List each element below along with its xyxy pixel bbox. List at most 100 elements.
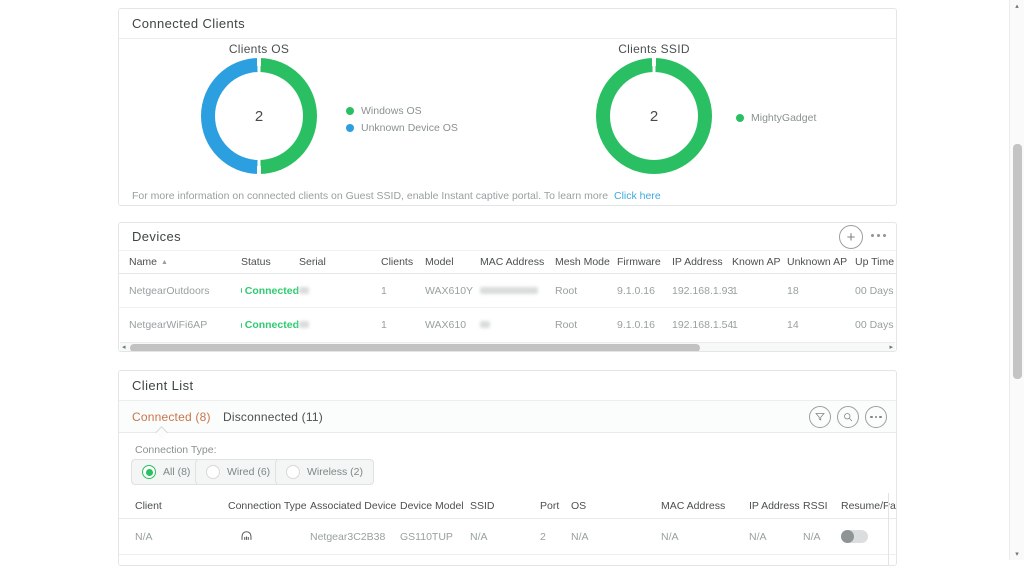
scroll-down-icon[interactable]: ▾ <box>1015 551 1019 558</box>
radio-icon <box>286 465 300 479</box>
status-dot-icon <box>241 288 242 293</box>
legend-item: Windows OS <box>346 105 458 117</box>
more-options-button[interactable] <box>865 406 887 428</box>
device-mesh-mode: Root <box>555 319 578 331</box>
col-os[interactable]: OS <box>571 499 587 512</box>
clients-ssid-chart-title: Clients SSID <box>618 42 690 56</box>
device-row[interactable]: NetgearWiFi6AP Connected 1 WAX610 Root 9… <box>119 308 896 342</box>
clients-os-count: 2 <box>254 107 264 125</box>
device-mac <box>480 285 555 297</box>
table-right-divider <box>888 493 889 565</box>
device-unknown-ap: 18 <box>787 284 799 297</box>
toggle-knob <box>841 530 854 543</box>
device-serial <box>299 285 381 297</box>
note-text: For more information on connected client… <box>132 190 609 202</box>
tab-connected[interactable]: Connected (8) <box>132 410 211 424</box>
click-here-link[interactable]: Click here <box>613 190 661 202</box>
filter-wireless[interactable]: Wireless (2) <box>275 459 375 485</box>
device-firmware: 9.1.0.16 <box>617 284 655 297</box>
devices-more-menu-icon[interactable] <box>871 234 886 237</box>
col-up-time[interactable]: Up Time <box>855 256 895 268</box>
status-dot-icon <box>241 322 242 328</box>
radio-icon <box>206 465 220 479</box>
device-up-time: 00 Days 23 <box>855 319 896 331</box>
filter-all[interactable]: All (8) <box>131 459 202 485</box>
panel-title: Connected Clients <box>132 16 246 31</box>
col-mac[interactable]: MAC Address <box>480 256 545 268</box>
clients-ssid-donut-chart: 2 <box>596 58 712 174</box>
search-button[interactable] <box>837 406 859 428</box>
wired-connection-icon <box>228 529 310 544</box>
connected-clients-header: Connected Clients <box>119 9 896 39</box>
filter-label: Wired (6) <box>227 466 271 478</box>
connected-clients-panel: Connected Clients Clients OS 2 Windows O… <box>118 8 897 206</box>
col-client[interactable]: Client <box>135 499 162 512</box>
resume-pause-toggle[interactable] <box>841 530 868 543</box>
page-vertical-scrollbar[interactable]: ▴ ▾ <box>1009 0 1024 560</box>
filter-label: Wireless (2) <box>307 466 364 478</box>
col-known-ap[interactable]: Known AP <box>732 256 781 268</box>
filter-wired[interactable]: Wired (6) <box>195 459 282 485</box>
client-name: N/A <box>135 530 153 543</box>
filter-button[interactable] <box>809 406 831 428</box>
col-serial[interactable]: Serial <box>299 256 326 268</box>
client-list-panel: Client List Connected (8) Disconnected (… <box>118 370 897 566</box>
col-resume-pause[interactable]: Resume/Pause <box>841 499 896 512</box>
scroll-right-icon[interactable]: ▸ <box>889 344 893 351</box>
resume-pause-cell <box>841 530 896 543</box>
col-mesh-mode[interactable]: Mesh Mode <box>555 256 610 268</box>
redacted-value <box>299 286 309 294</box>
device-mesh-mode: Root <box>555 284 578 297</box>
client-device-model: GS110TUP <box>400 530 453 543</box>
panel-title: Client List <box>132 378 194 393</box>
client-list-tabs: Connected (8) Disconnected (11) <box>119 401 896 439</box>
device-name: NetgearWiFi6AP <box>129 319 208 331</box>
client-os: N/A <box>571 530 589 543</box>
client-table-header: Client Connection Type Associated Device… <box>119 493 896 519</box>
devices-horizontal-scrollbar[interactable]: ◂ ▸ <box>120 342 895 351</box>
clients-ssid-count: 2 <box>649 107 659 125</box>
scroll-left-icon[interactable]: ◂ <box>122 344 126 351</box>
clients-ssid-legend: MightyGadget <box>736 112 816 124</box>
col-status[interactable]: Status <box>241 256 271 268</box>
col-model[interactable]: Model <box>425 256 454 268</box>
col-unknown-ap[interactable]: Unknown AP <box>787 256 848 268</box>
col-device-model[interactable]: Device Model <box>400 499 464 512</box>
col-name[interactable]: Name ▲ <box>129 256 168 268</box>
device-serial <box>299 319 381 331</box>
client-row[interactable]: N/A Netgear3C2B38 GS110TUP N/A 2 N/A N/A… <box>119 519 896 555</box>
panel-title: Devices <box>132 229 182 244</box>
devices-header: Devices + <box>119 223 896 251</box>
col-clients[interactable]: Clients <box>381 256 414 268</box>
col-firmware[interactable]: Firmware <box>617 256 661 268</box>
filter-label: All (8) <box>163 466 191 478</box>
client-ip: N/A <box>749 530 767 543</box>
col-connection-type[interactable]: Connection Type <box>228 499 307 512</box>
redacted-value <box>299 321 309 328</box>
scroll-up-icon[interactable]: ▴ <box>1015 3 1019 10</box>
search-icon <box>844 413 853 422</box>
col-rssi[interactable]: RSSI <box>803 499 828 512</box>
col-ip[interactable]: IP Address <box>672 256 723 268</box>
device-unknown-ap: 14 <box>787 319 799 331</box>
device-model: WAX610Y <box>425 284 474 297</box>
col-associated-device[interactable]: Associated Device <box>310 499 397 512</box>
status-badge: Connected <box>241 319 299 331</box>
scrollbar-thumb[interactable] <box>130 344 700 351</box>
client-ssid: N/A <box>470 530 488 543</box>
client-associated-device: Netgear3C2B38 <box>310 530 386 543</box>
device-row[interactable]: NetgearOutdoors Connected 1 WAX610Y Root… <box>119 274 896 308</box>
redacted-value <box>480 321 490 328</box>
donut-center: 2 <box>610 72 698 160</box>
clients-os-donut-chart: 2 <box>201 58 317 174</box>
legend-label: MightyGadget <box>751 112 817 124</box>
device-clients: 1 <box>381 319 387 331</box>
col-ssid[interactable]: SSID <box>470 499 495 512</box>
scrollbar-thumb[interactable] <box>1013 144 1022 379</box>
tab-disconnected[interactable]: Disconnected (11) <box>223 410 323 424</box>
col-port[interactable]: Port <box>540 499 560 512</box>
col-mac[interactable]: MAC Address <box>661 499 726 512</box>
col-ip[interactable]: IP Address <box>749 499 800 512</box>
add-device-button[interactable]: + <box>839 225 863 249</box>
legend-dot-blue <box>346 124 354 132</box>
